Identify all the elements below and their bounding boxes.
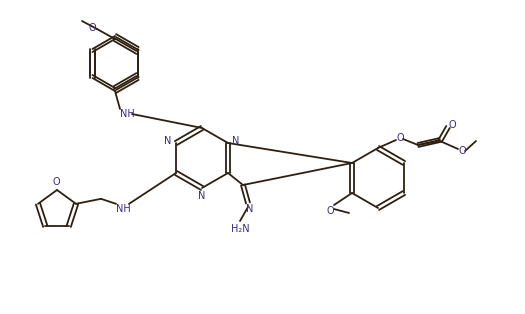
- Text: N: N: [232, 136, 240, 146]
- Text: N: N: [198, 191, 206, 201]
- Text: H₂N: H₂N: [230, 224, 249, 234]
- Text: N: N: [164, 136, 172, 146]
- Text: O: O: [458, 146, 466, 156]
- Text: O: O: [88, 23, 96, 33]
- Text: NH: NH: [116, 204, 130, 214]
- Text: O: O: [326, 206, 334, 216]
- Text: O: O: [396, 133, 404, 143]
- Text: NH: NH: [120, 109, 134, 119]
- Text: O: O: [448, 120, 456, 130]
- Text: N: N: [246, 204, 254, 214]
- Text: O: O: [52, 177, 60, 187]
